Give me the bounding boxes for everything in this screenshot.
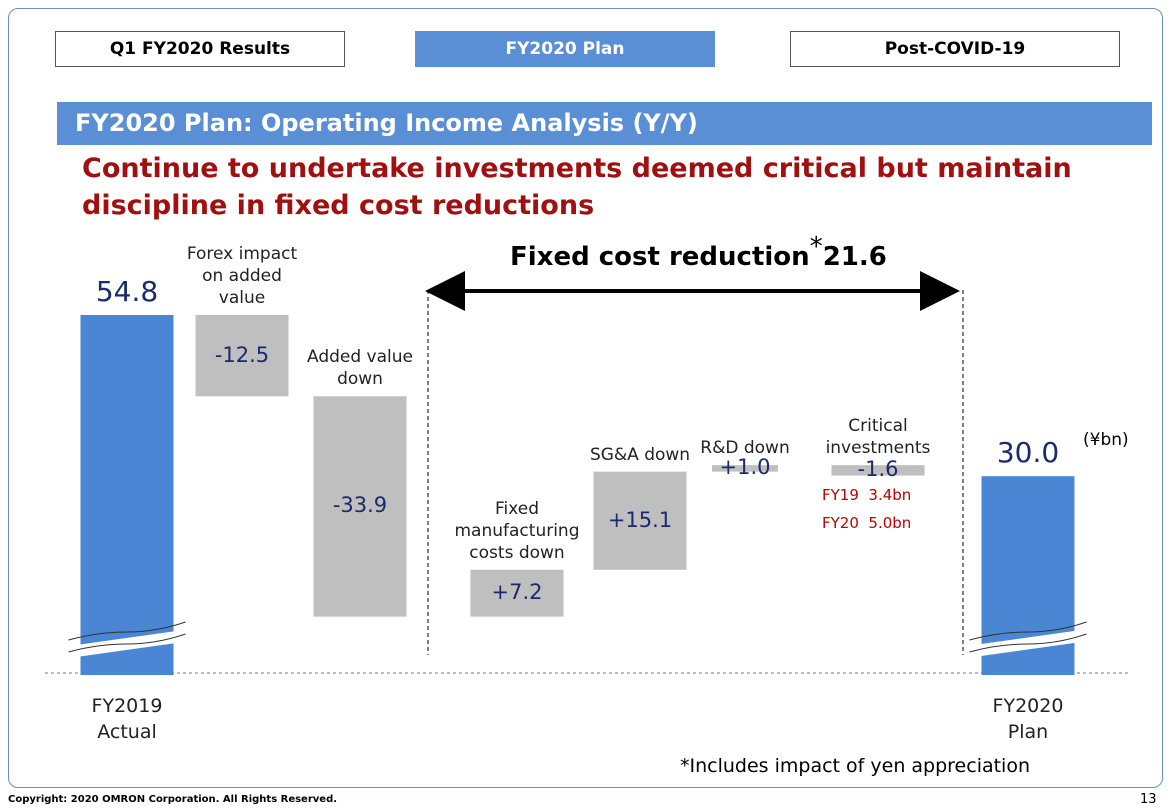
header: FY2020 Plan: Operating Income Analysis (…	[57, 102, 1152, 145]
axis-break-line	[68, 633, 186, 653]
bar	[593, 471, 687, 570]
value-label: -1.6	[857, 457, 899, 482]
note: FY20 5.0bn	[822, 514, 912, 532]
value-label: +1.0	[719, 455, 771, 480]
headline: Continue to undertake investments deemed…	[82, 153, 1072, 221]
axis-break-line	[969, 633, 1087, 653]
value-label: 54.8	[95, 275, 159, 308]
bracket-text: Fixed cost reduction	[510, 242, 810, 272]
axis-break-line	[68, 621, 186, 641]
bar	[712, 465, 778, 472]
frame	[8, 8, 1163, 788]
category-label: Critical investments	[825, 416, 931, 459]
value-label: +7.2	[491, 580, 543, 605]
category-label: Fixed manufacturing costs down	[454, 498, 580, 563]
value-label: -33.9	[332, 493, 388, 518]
bar	[80, 315, 174, 675]
bar	[195, 315, 289, 397]
tab[interactable]: Q1 FY2020 Results	[55, 31, 345, 67]
bar	[313, 396, 407, 617]
unit: (¥bn)	[1083, 430, 1129, 450]
category-label: Added value down	[306, 347, 413, 390]
value-label: 30.0	[996, 436, 1060, 470]
footnote: *Includes impact of yen appreciation	[680, 755, 1031, 777]
value-label: -12.5	[214, 342, 270, 367]
page-number: 13	[1140, 792, 1157, 807]
category-label: SG&A down	[589, 444, 691, 465]
copyright: Copyright: 2020 OMRON Corporation. All R…	[8, 794, 338, 805]
note: FY19 3.4bn	[822, 486, 912, 504]
bracket-annotation: Fixed cost reduction*21.6	[510, 232, 887, 272]
category-label: R&D down	[700, 438, 790, 459]
axis-break	[969, 629, 1087, 658]
bracket-value: 21.6	[822, 242, 887, 272]
category-label: FY2020 Plan	[992, 695, 1064, 743]
bar	[831, 465, 925, 476]
tab[interactable]: Post-COVID-19	[790, 31, 1120, 67]
value-label: +15.1	[607, 507, 673, 532]
axis-break-line	[969, 621, 1087, 641]
tab-active[interactable]: FY2020 Plan	[415, 31, 715, 67]
bracket-mark: *	[809, 232, 823, 262]
bar	[470, 569, 564, 617]
category-label: Forex impact on added value	[186, 244, 298, 308]
category-label: FY2019 Actual	[91, 695, 163, 743]
